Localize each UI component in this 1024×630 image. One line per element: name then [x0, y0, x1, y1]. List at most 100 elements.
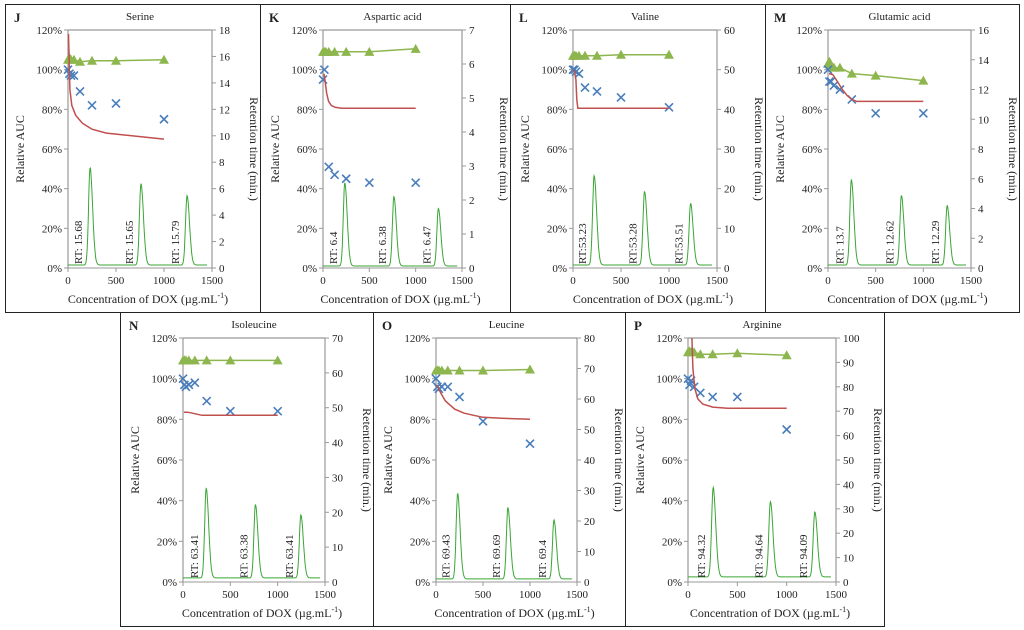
y-left-tick-label: 100%	[541, 65, 567, 77]
fit-curve	[67, 33, 165, 140]
y-right-tick-label: 10	[978, 114, 990, 126]
y-axis-left-label: Relative AUC	[13, 115, 27, 183]
auc-cross-point	[330, 170, 340, 180]
y-right-tick-label: 50	[584, 425, 596, 437]
y-right-tick-label: 10	[724, 223, 736, 235]
auc-cross-point	[202, 396, 212, 406]
y-right-tick-label: 100	[843, 333, 860, 345]
triangle-point	[781, 350, 792, 360]
y-left-tick-label: 40%	[297, 184, 317, 196]
peak-rt-label: RT: 94.32	[696, 535, 708, 578]
y-right-tick-label: 40	[843, 479, 855, 491]
panel-letter: K	[269, 10, 280, 25]
x-axis-label: Concentration of DOX (µg.mL-1)	[434, 605, 594, 620]
peak-rt-label: RT: 6.38	[377, 226, 389, 264]
x-tick-label: 1000	[658, 275, 681, 287]
y-left-tick-label: 100%	[796, 65, 822, 77]
x-axis-label: Concentration of DOX (µg.mL-1)	[573, 291, 733, 306]
panel-l: L Valine 0% 20% 40% 60% 80% 100% 120% 0 10 20 30 40 50…	[510, 4, 766, 313]
y-right-tick-label: 0	[978, 263, 984, 275]
chromatogram-trace	[183, 487, 321, 579]
chromatogram-trace	[688, 485, 831, 578]
x-tick-label: 0	[570, 275, 576, 287]
y-right-tick-label: 60	[584, 394, 596, 406]
y-left-tick-label: 120%	[796, 25, 822, 37]
chart-svg: L Valine 0% 20% 40% 60% 80% 100% 120% 0 10 20 30 40 50…	[518, 10, 766, 306]
x-axis-label: Concentration of DOX (µg.mL-1)	[827, 291, 987, 306]
y-axis-right-label: Retention time (min.)	[497, 97, 511, 201]
peak-rt-label: RT:53.28	[628, 223, 640, 264]
x-tick-label: 1500	[706, 275, 729, 287]
triangle-point	[329, 46, 340, 56]
y-axis-right-label: Retention time (min.)	[752, 97, 766, 201]
y-right-tick-label: 60	[843, 431, 855, 443]
y-axis-left-label: Relative AUC	[518, 115, 532, 183]
fit-curve	[323, 73, 416, 110]
chart-title: Glutamic acid	[868, 11, 931, 23]
auc-cross-point	[664, 102, 674, 112]
y-right-tick-label: 20	[843, 528, 855, 540]
y-left-tick-label: 120%	[541, 25, 567, 37]
triangle-point	[454, 365, 465, 375]
y-right-tick-label: 0	[843, 577, 849, 589]
y-axis-right-label: Retention time (min.)	[871, 408, 885, 512]
y-left-tick-label: 80%	[410, 414, 430, 426]
y-axis-left-label: Relative AUC	[268, 115, 282, 183]
y-axis-right-label: Retention time (min.)	[360, 408, 374, 512]
y-left-tick-label: 40%	[547, 184, 567, 196]
auc-cross-point	[341, 174, 351, 184]
auc-cross-point	[829, 80, 839, 91]
auc-cross-point	[184, 380, 194, 390]
panel-letter: M	[774, 10, 786, 25]
y-axis-right-label: Retention time (min.)	[1006, 97, 1020, 201]
peak-rt-label: RT: 63.41	[189, 535, 201, 578]
triangle-point	[478, 365, 488, 375]
triangle-point	[918, 75, 929, 85]
auc-cross-point	[574, 69, 584, 79]
peak-rt-label: RT: 69.43	[441, 534, 453, 578]
chromatogram-trace	[323, 182, 458, 267]
peak-rt-label: RT: 94.09	[798, 534, 810, 578]
y-left-tick-label: 60%	[42, 144, 62, 156]
y-right-tick-label: 40	[332, 438, 344, 450]
panel-o: O Leucine 0% 20% 40% 60% 80% 100% 120% 0 10 20 30 40 5…	[373, 312, 626, 627]
auc-cross-point	[319, 65, 329, 75]
chart-svg: J Serine 0% 20% 40% 60% 80% 100% 120% 0 2 4 6 8 10 12 14…	[13, 10, 261, 306]
peak-rt-label: RT:53.51	[674, 223, 686, 264]
auc-cross-point	[75, 86, 85, 97]
y-right-tick-label: 20	[332, 507, 344, 519]
x-tick-label: 1000	[776, 589, 799, 601]
y-left-tick-label: 0%	[667, 577, 682, 589]
y-axis-left-label: Relative AUC	[773, 115, 787, 183]
panel-k: K Aspartic acid 0% 20% 40% 60% 80% 100% 120% 0 1 2 3…	[260, 4, 511, 313]
y-left-tick-label: 100%	[404, 374, 430, 386]
peak-rt-label: RT: 15.65	[124, 220, 136, 264]
x-tick-label: 0	[433, 589, 439, 601]
y-left-tick-label: 60%	[297, 144, 317, 156]
panel-letter: L	[519, 10, 528, 25]
y-left-tick-label: 20%	[410, 536, 430, 548]
y-right-tick-label: 14	[219, 78, 231, 90]
y-right-tick-label: 4	[469, 127, 475, 139]
y-right-tick-label: 0	[724, 263, 730, 275]
y-left-tick-label: 20%	[157, 536, 177, 548]
triangle-point	[707, 349, 718, 359]
fit-curve	[828, 72, 924, 103]
y-left-tick-label: 60%	[802, 144, 822, 156]
triangle-point	[846, 68, 857, 78]
x-tick-label: 1500	[566, 589, 589, 601]
triangle-point	[870, 70, 881, 80]
chromatogram-trace	[68, 166, 207, 266]
auc-cross-point	[454, 392, 465, 402]
y-left-tick-label: 0%	[302, 263, 317, 275]
chart-svg: M Glutamic acid 0% 20% 40% 60% 80% 100% 120% 0 2 4 6…	[773, 10, 1020, 306]
peak-rt-label: RT:53.23	[577, 223, 589, 264]
y-right-tick-label: 18	[219, 25, 231, 37]
x-tick-label: 500	[361, 275, 378, 287]
auc-cross-point	[525, 439, 535, 449]
y-left-tick-label: 20%	[297, 223, 317, 235]
y-right-tick-label: 30	[843, 504, 855, 516]
y-axis-right-label: Retention time (min.)	[612, 408, 626, 512]
y-left-tick-label: 40%	[662, 496, 682, 508]
y-axis-left-label: Relative AUC	[128, 426, 142, 494]
